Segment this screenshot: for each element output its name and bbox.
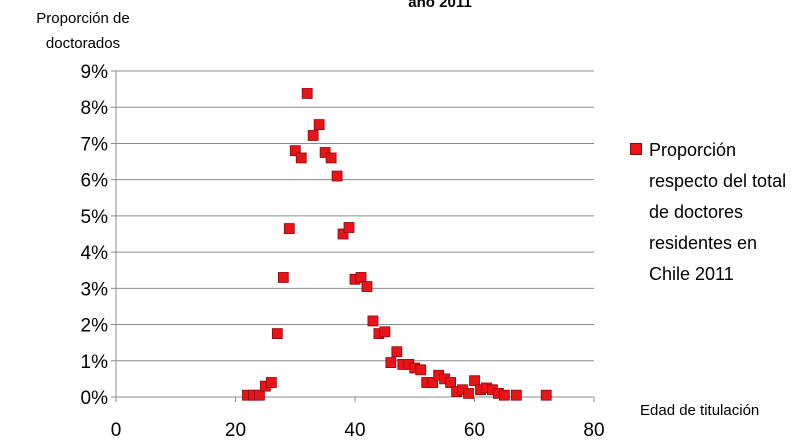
data-point [277, 272, 289, 283]
axes [111, 70, 595, 402]
data-point [379, 326, 391, 338]
data-point [343, 222, 355, 233]
data-point [361, 281, 373, 292]
y-tick-label: 4% [81, 243, 109, 264]
y-tick-label: 0% [81, 388, 109, 409]
data-point [283, 223, 295, 234]
y-tick-label: 8% [81, 98, 109, 119]
x-tick-labels: 0 20 40 60 80 [111, 420, 605, 441]
data-point [463, 387, 474, 399]
data-point [445, 377, 457, 388]
y-tick-label: 6% [81, 171, 109, 192]
data-point [337, 228, 349, 240]
data-point [319, 147, 331, 158]
data-point [295, 152, 307, 164]
data-point [355, 272, 367, 283]
chart-title: año 2011 [408, 0, 472, 11]
legend: Proporción respecto del total de doctore… [630, 135, 790, 290]
data-point [391, 346, 403, 358]
y-axis-label: Proporción de doctorados [36, 10, 130, 52]
data-point [331, 170, 343, 182]
y-tick-label: 5% [81, 207, 109, 228]
data-point [313, 119, 325, 131]
data-point [385, 357, 397, 368]
data-point [271, 328, 283, 340]
y-tick-labels: 0% 1% 2% 3% 4% 5% 6% 7% 8% 9% [81, 62, 109, 409]
data-point [510, 389, 522, 401]
y-tick-label: 1% [81, 352, 109, 373]
y-tick-label: 7% [81, 134, 109, 155]
legend-label: Proporción respecto del total de doctore… [649, 140, 787, 284]
gridlines [116, 70, 594, 362]
x-tick-label: 60 [464, 420, 485, 441]
data-point [498, 389, 510, 401]
x-tick-label: 20 [225, 420, 246, 441]
data-point [289, 145, 301, 157]
x-tick-label: 0 [111, 420, 122, 441]
y-tick-label: 9% [81, 62, 109, 83]
data-point [367, 315, 379, 327]
y-tick-label: 3% [81, 279, 109, 300]
data-point [265, 377, 277, 388]
y-tick-label: 2% [81, 316, 109, 337]
x-tick-label: 40 [344, 420, 365, 441]
data-point [415, 364, 427, 376]
data-point [301, 88, 313, 99]
x-axis-label: Edad de titulación [640, 402, 760, 419]
data-point [325, 152, 337, 164]
data-point [469, 375, 480, 387]
data-point [427, 377, 439, 388]
data-point [540, 389, 552, 401]
legend-marker-icon [630, 143, 642, 155]
data-point [253, 389, 265, 401]
data-point [307, 130, 319, 141]
data-points [242, 88, 552, 401]
x-tick-label: 80 [583, 420, 604, 441]
